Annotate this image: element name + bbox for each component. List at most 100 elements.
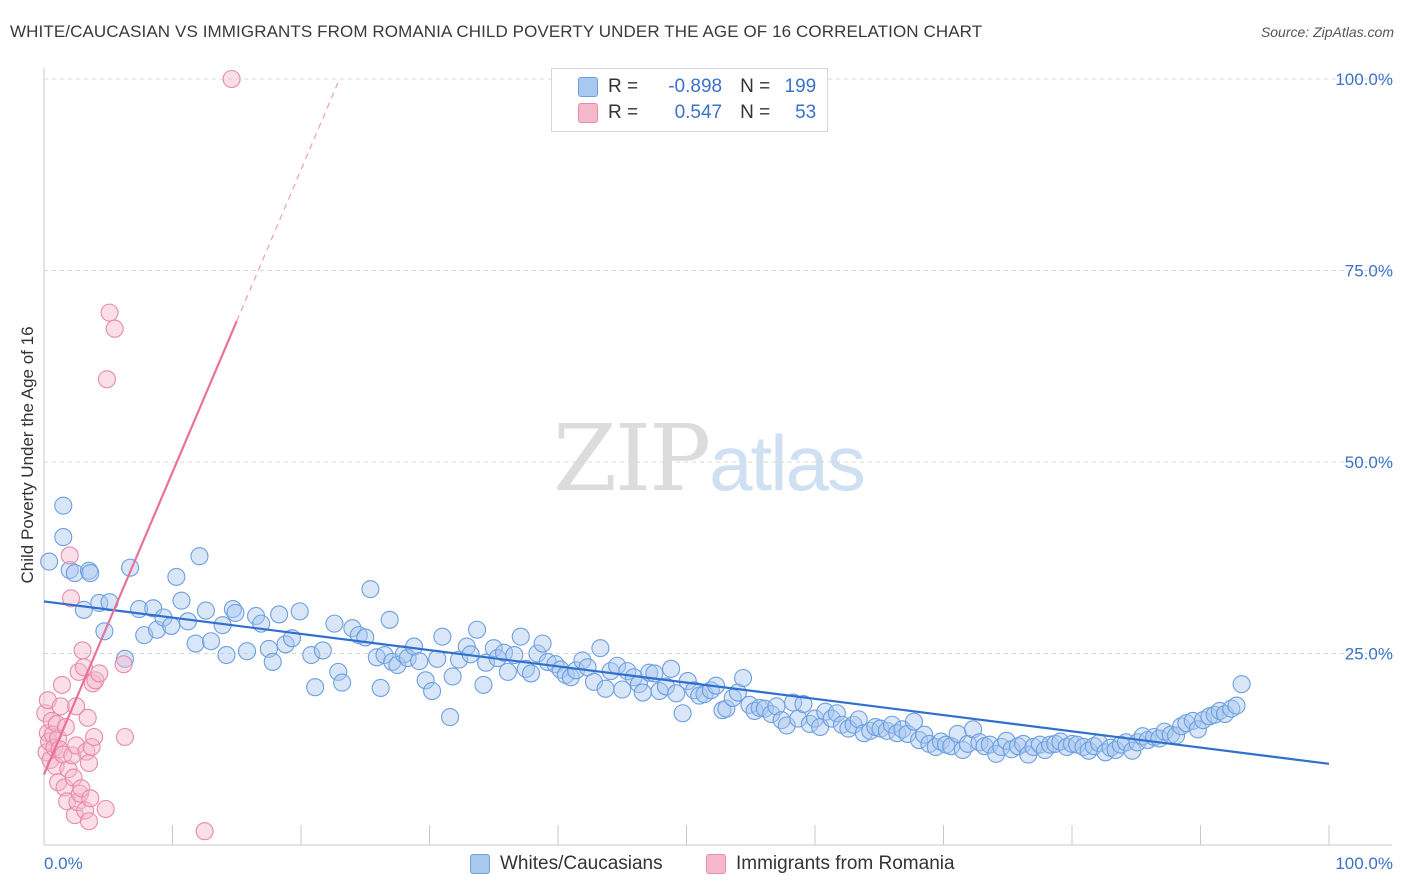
data-point-whites: [1232, 675, 1251, 694]
y-tick-label: 25.0%: [1345, 645, 1393, 664]
bottom-legend-whites: Whites/Caucasians: [470, 851, 663, 877]
data-point-whites: [822, 709, 841, 728]
data-point-whites: [1035, 740, 1055, 760]
y-tick-label: 50.0%: [1345, 453, 1393, 472]
data-point-whites: [54, 528, 73, 547]
data-point-whites: [371, 678, 390, 698]
data-point-whites: [498, 662, 517, 681]
data-point-romania: [96, 799, 115, 819]
legend-row-romania: R = 0.547 N = 53: [578, 100, 816, 126]
data-point-whites: [313, 641, 332, 660]
data-point-whites: [398, 649, 417, 668]
data-point-romania: [79, 753, 99, 773]
data-point-whites: [733, 668, 753, 688]
data-point-whites: [290, 602, 309, 621]
data-point-whites: [596, 679, 615, 698]
data-point-whites: [65, 564, 84, 583]
data-point-whites: [827, 704, 846, 723]
data-point-romania: [90, 664, 109, 683]
data-point-romania: [97, 370, 117, 389]
data-point-whites: [144, 599, 163, 618]
legend-n-value: 199: [784, 76, 817, 97]
data-point-whites: [533, 634, 552, 653]
data-point-whites: [717, 699, 736, 718]
data-point-romania: [51, 697, 70, 716]
data-point-whites: [416, 671, 435, 690]
data-point-whites: [633, 683, 652, 702]
data-point-whites: [325, 614, 344, 633]
data-point-whites: [673, 704, 692, 723]
data-point-whites: [915, 725, 934, 744]
y-tick-label: 75.0%: [1345, 262, 1393, 281]
data-point-whites: [60, 560, 79, 580]
data-point-whites: [263, 652, 282, 671]
data-point-romania: [52, 675, 72, 694]
data-point-romania: [79, 812, 99, 831]
data-point-whites: [1227, 696, 1246, 715]
data-point-whites: [467, 620, 487, 639]
data-point-whites: [196, 601, 215, 620]
data-point-whites: [521, 664, 541, 683]
data-point-whites: [172, 591, 191, 610]
data-point-romania: [60, 546, 79, 565]
legend-r-label: R =: [608, 102, 639, 123]
trendline-whites: [43, 600, 1330, 765]
legend-n-label: N =: [740, 76, 771, 97]
data-point-romania: [72, 779, 91, 798]
data-point-whites: [433, 627, 452, 646]
legend-row-whites: R = -0.898 N = 199: [578, 74, 816, 100]
data-point-whites: [81, 564, 100, 583]
x-tick-label: 100.0%: [1335, 854, 1393, 873]
data-point-whites: [40, 552, 59, 571]
data-point-whites: [443, 667, 462, 686]
data-point-romania: [100, 303, 119, 322]
data-point-whites: [423, 681, 442, 701]
data-point-romania: [195, 822, 214, 841]
data-point-whites: [1123, 741, 1142, 760]
data-point-whites: [800, 714, 819, 734]
data-point-romania: [85, 727, 104, 747]
data-point-whites: [306, 678, 325, 697]
data-point-romania: [114, 655, 133, 674]
data-point-whites: [162, 616, 181, 635]
bottom-legend-swatch-romania: [706, 854, 726, 874]
data-point-whites: [388, 655, 407, 675]
data-point-whites: [883, 715, 902, 734]
data-point-whites: [1062, 734, 1082, 753]
data-point-whites: [410, 652, 429, 671]
data-point-whites: [329, 662, 348, 681]
data-point-whites: [767, 697, 786, 716]
legend-n-value: 53: [795, 102, 817, 123]
data-point-whites: [1030, 735, 1049, 754]
data-point-whites: [511, 627, 530, 646]
watermark-atlas: atlas: [709, 419, 866, 507]
data-point-romania: [83, 674, 102, 693]
data-point-whites: [1183, 711, 1202, 730]
data-point-whites: [662, 659, 681, 678]
legend-swatch-whites: [578, 77, 598, 97]
trendline-romania-extension: [236, 78, 341, 322]
data-point-whites: [186, 634, 205, 653]
data-point-whites: [217, 645, 236, 665]
legend-n-label: N =: [740, 102, 771, 123]
data-point-whites: [441, 708, 460, 727]
legend-r-label: R =: [608, 76, 639, 97]
data-point-whites: [931, 732, 950, 751]
data-point-whites: [361, 580, 380, 599]
data-point-whites: [343, 619, 362, 638]
watermark-zip: ZIP: [553, 405, 711, 512]
data-point-romania: [73, 641, 92, 660]
chart-title: WHITE/CAUCASIAN VS IMMIGRANTS FROM ROMAN…: [10, 22, 983, 41]
legend-r-value: 0.547: [674, 102, 723, 123]
bottom-legend-swatch-whites: [470, 854, 490, 874]
data-point-romania: [78, 708, 97, 727]
data-point-whites: [375, 645, 394, 665]
data-point-whites: [1210, 701, 1229, 721]
data-point-romania: [222, 69, 241, 89]
bottom-legend-romania: Immigrants from Romania: [706, 851, 955, 877]
data-point-romania: [61, 589, 81, 608]
data-point-whites: [667, 684, 686, 703]
data-point-whites: [910, 731, 929, 750]
data-point-whites: [226, 603, 245, 622]
